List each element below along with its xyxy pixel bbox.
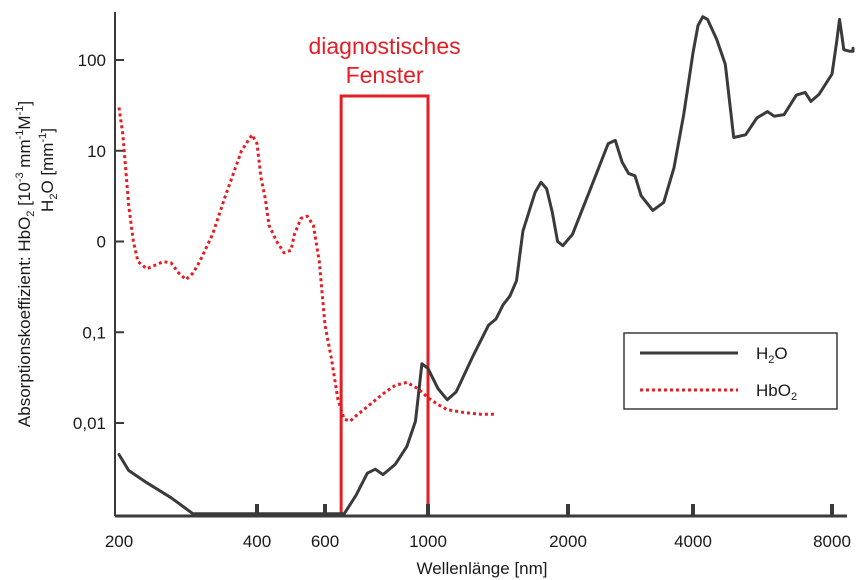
y-tick-label: 100	[78, 51, 106, 70]
series-layer	[117, 15, 855, 516]
x-tick-label: 4000	[674, 532, 712, 551]
y-axis-title-line2: H2O [mm-1]	[37, 128, 60, 212]
y-tick-label: 0,1	[82, 323, 106, 342]
diagnostic-window-label-line1: diagnostisches	[308, 33, 460, 59]
legend-label-h2o: H2O	[756, 344, 788, 366]
x-axis-title: Wellenlänge [nm]	[416, 559, 547, 578]
x-tick-label: 1000	[409, 532, 447, 551]
y-tick-label: 10	[87, 142, 106, 161]
x-tick-label: 2000	[549, 532, 587, 551]
legend-label-hbo2: HbO2	[756, 381, 797, 403]
y-axis-title: Absorptionskoeffizient: HbO2 [10-3 mm-1M…	[14, 101, 60, 427]
series-line-h2o	[117, 15, 855, 516]
x-tick-label: 8000	[813, 532, 851, 551]
x-tick-label: 600	[311, 532, 339, 551]
x-tick-label: 200	[105, 532, 133, 551]
legend-box	[623, 332, 838, 410]
x-axis-ticks: 200 400 600 1000 2000 4000 8000	[105, 504, 851, 551]
y-tick-label: 0	[97, 233, 106, 252]
x-tick-label: 400	[243, 532, 271, 551]
legend: H2O HbO2	[623, 332, 838, 410]
diagnostic-window-label-line2: Fenster	[346, 62, 424, 88]
y-axis-title-line1: Absorptionskoeffizient: HbO2 [10-3 mm-1M…	[14, 101, 37, 427]
series-line-hbo2	[117, 107, 496, 423]
diagnostic-window-box	[339, 94, 430, 518]
y-tick-label: 0,01	[73, 414, 106, 433]
